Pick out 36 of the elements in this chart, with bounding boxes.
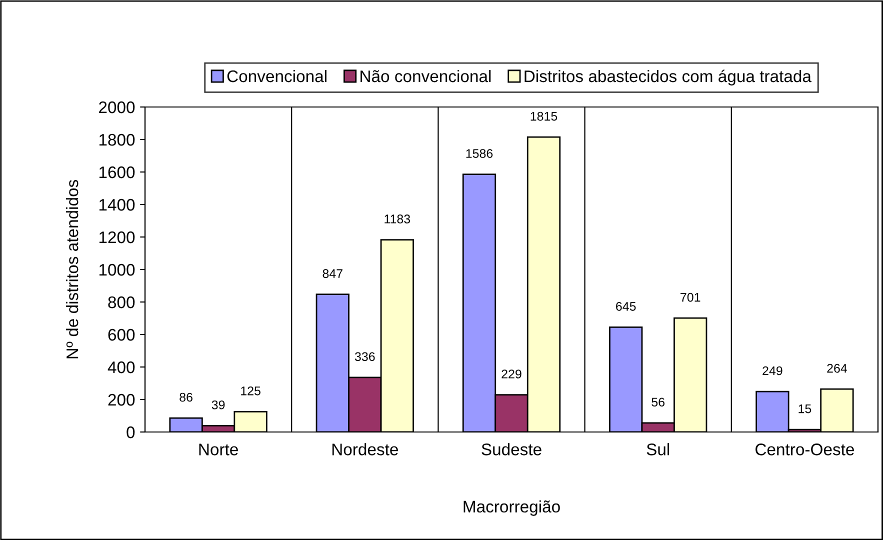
y-tick-label: 1000 bbox=[99, 264, 135, 276]
data-label: 229 bbox=[502, 370, 522, 378]
data-label: 264 bbox=[827, 364, 848, 373]
legend-label: Não convencional bbox=[360, 70, 491, 82]
data-label: 56 bbox=[652, 398, 665, 407]
x-tick-label: Sul bbox=[646, 443, 670, 456]
data-label: 1183 bbox=[384, 214, 410, 224]
data-label: 86 bbox=[180, 392, 192, 402]
data-label: 336 bbox=[354, 352, 375, 362]
y-tick-label: 1200 bbox=[99, 231, 135, 244]
x-axis-title: Macrorregião bbox=[464, 500, 560, 516]
x-tick-label: Sudeste bbox=[482, 443, 542, 456]
data-label: 645 bbox=[616, 302, 636, 311]
y-tick-label: 2000 bbox=[99, 101, 135, 114]
y-tick-label: 1800 bbox=[99, 134, 135, 146]
data-label: 15 bbox=[798, 404, 812, 414]
x-tick-label: Norte bbox=[199, 444, 238, 456]
data-label: 125 bbox=[241, 386, 260, 396]
y-tick-label: 1600 bbox=[99, 166, 135, 178]
y-tick-label: 0 bbox=[126, 426, 135, 438]
y-tick-label: 800 bbox=[108, 296, 135, 308]
legend-label: Convencional bbox=[227, 70, 326, 82]
data-label: 1586 bbox=[466, 149, 493, 158]
y-axis-title: Nº de distritos atendidos bbox=[66, 180, 78, 358]
data-label: 847 bbox=[322, 269, 342, 278]
data-label: 249 bbox=[762, 366, 782, 376]
data-label: 701 bbox=[680, 292, 700, 302]
y-tick-label: 1400 bbox=[99, 198, 135, 211]
y-tick-label: 200 bbox=[108, 394, 135, 406]
y-tick-label: 600 bbox=[108, 328, 135, 341]
data-label: 39 bbox=[212, 400, 225, 410]
x-tick-label: Centro-Oeste bbox=[756, 444, 854, 456]
legend-label: Distritos abastecidos com água tratada bbox=[524, 70, 812, 86]
x-tick-label: Nordeste bbox=[332, 443, 398, 456]
y-tick-label: 400 bbox=[108, 361, 135, 374]
data-label: 1815 bbox=[530, 112, 558, 121]
